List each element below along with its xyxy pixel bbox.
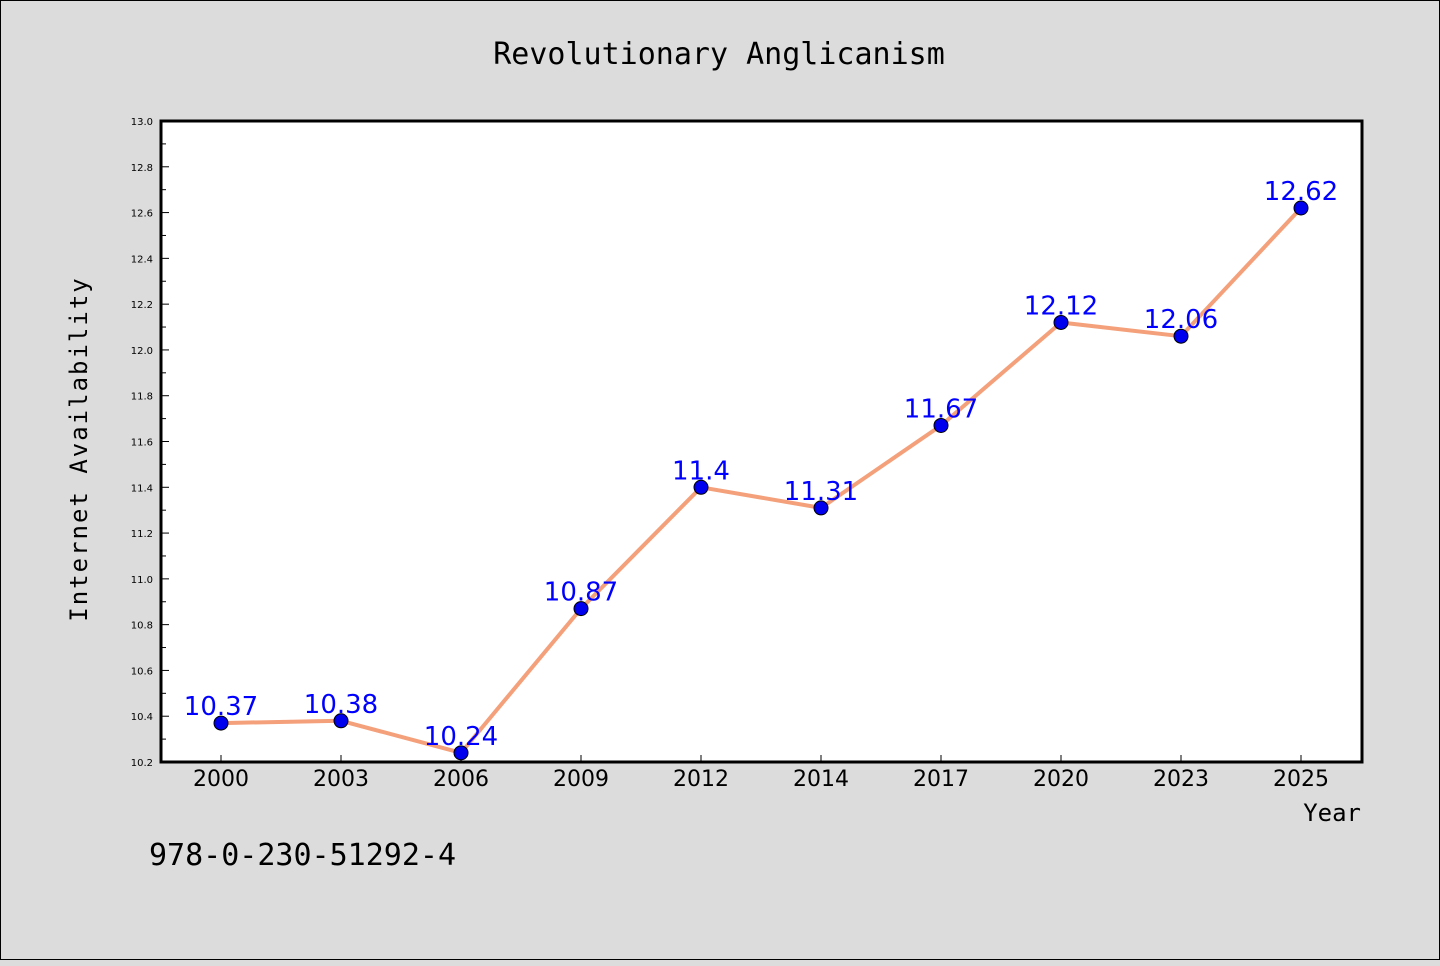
y-tick-label: 12.6: [131, 209, 153, 220]
x-tick-label: 2017: [913, 767, 969, 792]
data-point: [693, 479, 709, 495]
y-tick-label: 12.8: [131, 163, 153, 174]
data-point: [453, 745, 469, 761]
y-tick-label: 11.8: [131, 392, 153, 403]
data-point: [813, 500, 829, 516]
x-tick-label: 2025: [1273, 767, 1329, 792]
x-tick-label: 2014: [793, 767, 849, 792]
y-tick-label: 10.6: [131, 666, 153, 677]
data-label: 12.06: [1144, 305, 1218, 335]
y-tick-label: 11.6: [131, 438, 153, 449]
plot-area: [159, 119, 1364, 764]
data-label: 10.87: [544, 578, 618, 608]
data-label: 11.4: [672, 456, 730, 486]
y-axis-label: Internet Availability: [65, 276, 93, 621]
data-point: [1173, 328, 1189, 344]
y-tick-label: 11.0: [131, 575, 153, 586]
data-point: [333, 713, 349, 729]
data-point: [573, 601, 589, 617]
series-layer: 10.37 10.38 10.24 10.87 11.4 11.31 11.67 12.12 1…: [184, 177, 1338, 761]
data-point: [1293, 200, 1309, 216]
series-line: [220, 206, 1303, 755]
data-label: 12.12: [1024, 291, 1098, 321]
y-tick-label: 12.2: [131, 300, 153, 311]
data-label: 11.67: [904, 394, 978, 424]
y-axis: 10.2 10.4 10.6 10.8 11.0 11.2 11.4 11.6 11.8 12.0…: [131, 117, 169, 769]
x-axis-label: Year: [1303, 799, 1361, 827]
x-tick-label: 2000: [193, 767, 249, 792]
y-tick-label: 10.8: [131, 621, 153, 632]
y-tick-label: 11.2: [131, 529, 153, 540]
data-point: [933, 417, 949, 433]
data-label: 12.62: [1264, 177, 1338, 207]
y-tick-label: 13.0: [131, 117, 153, 128]
y-tick-label: 10.4: [131, 712, 153, 723]
y-tick-label: 12.4: [131, 254, 153, 265]
data-label: 10.38: [304, 690, 378, 720]
x-tick-label: 2009: [553, 767, 609, 792]
x-tick-label: 2012: [673, 767, 729, 792]
x-tick-label: 2020: [1033, 767, 1089, 792]
y-tick-label: 12.0: [131, 346, 153, 357]
y-tick-label: 10.2: [131, 758, 153, 769]
x-tick-label: 2023: [1153, 767, 1209, 792]
y-tick-label: 11.4: [131, 483, 153, 494]
data-label: 11.31: [784, 477, 858, 507]
isbn-text: 978-0-230-51292-4: [149, 838, 456, 873]
chart-title: Revolutionary Anglicanism: [493, 37, 945, 72]
data-label: 10.37: [184, 692, 258, 722]
data-point: [1053, 314, 1069, 330]
x-tick-label: 2006: [433, 767, 489, 792]
data-label: 10.24: [424, 722, 498, 752]
x-tick-label: 2003: [313, 767, 369, 792]
x-axis: 2000 2003 2006 2009 2012 2014 2017 2020 2023 2025: [193, 755, 1329, 792]
data-point: [213, 715, 229, 731]
